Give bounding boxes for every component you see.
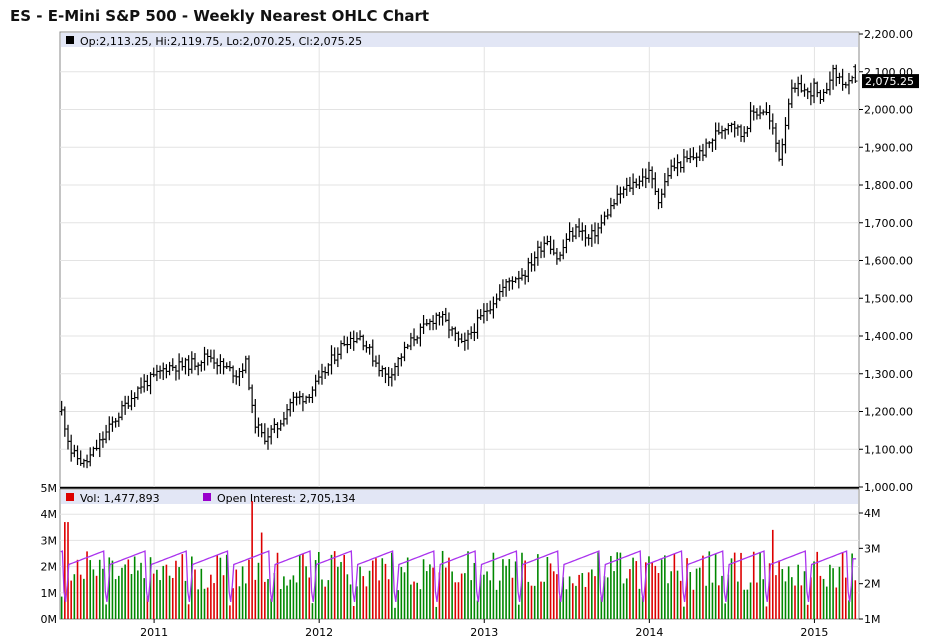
time-tick-label: 2013 [470, 626, 498, 639]
open-interest-tick-label: 4M [864, 507, 881, 520]
time-tick-label: 2011 [140, 626, 168, 639]
time-tick-label: 2012 [305, 626, 333, 639]
time-tick-label: 2015 [800, 626, 828, 639]
last-price-tag: 2,075.25 [862, 74, 919, 89]
volume-tick-label: 1M [41, 587, 58, 600]
last-price-box [862, 74, 919, 89]
volume-tick-label: 3M [41, 534, 58, 547]
time-axis: 2011 2012 2013 2014 2015 [140, 619, 828, 639]
price-tick-label: 1,400.00 [864, 330, 913, 343]
price-tick-label: 1,300.00 [864, 368, 913, 381]
volume-left-axis: 0M 1M 2M 3M 4M 5M [41, 482, 58, 626]
price-tick-label: 1,800.00 [864, 179, 913, 192]
volume-tick-label: 0M [41, 613, 58, 626]
volume-tick-label: 4M [41, 508, 58, 521]
price-tick-label: 1,100.00 [864, 443, 913, 456]
price-tick-label: 2,000.00 [864, 104, 913, 117]
time-tick-label: 2014 [635, 626, 663, 639]
price-axis: 1,000.00 1,100.00 1,200.00 1,300.00 1,400.00… [859, 28, 913, 494]
volume-legend-bar [61, 490, 858, 504]
last-price-label: 2,075.25 [865, 75, 914, 88]
price-tick-label: 1,500.00 [864, 292, 913, 305]
price-grid [60, 47, 859, 487]
info-marker-icon [66, 36, 74, 44]
info-bar [61, 33, 858, 47]
price-tick-label: 1,000.00 [864, 481, 913, 494]
price-tick-label: 1,900.00 [864, 141, 913, 154]
volume-tick-label: 2M [41, 561, 58, 574]
open-interest-tick-label: 3M [864, 542, 881, 555]
ohlc-info-label: Op:2,113.25, Hi:2,119.75, Lo:2,070.25, C… [80, 35, 362, 48]
price-bars [59, 64, 858, 469]
price-tick-label: 1,700.00 [864, 217, 913, 230]
chart-title: ES - E-Mini S&P 500 - Weekly Nearest OHL… [10, 7, 430, 25]
open-interest-line [60, 550, 857, 602]
price-tick-label: 2,200.00 [864, 28, 913, 41]
open-interest-axis: 1M 2M 3M 4M [859, 507, 881, 626]
price-panel [59, 31, 860, 488]
price-tick-label: 1,200.00 [864, 406, 913, 419]
open-interest-legend-swatch [203, 493, 211, 501]
volume-tick-label: 5M [41, 482, 58, 495]
volume-legend-swatch [66, 493, 74, 501]
volume-legend-label: Vol: 1,477,893 [80, 492, 160, 505]
open-interest-legend-label: Open Interest: 2,705,134 [217, 492, 355, 505]
price-tick-label: 1,600.00 [864, 255, 913, 268]
volume-grid [60, 504, 859, 619]
open-interest-tick-label: 1M [864, 613, 881, 626]
open-interest-tick-label: 2M [864, 578, 881, 591]
